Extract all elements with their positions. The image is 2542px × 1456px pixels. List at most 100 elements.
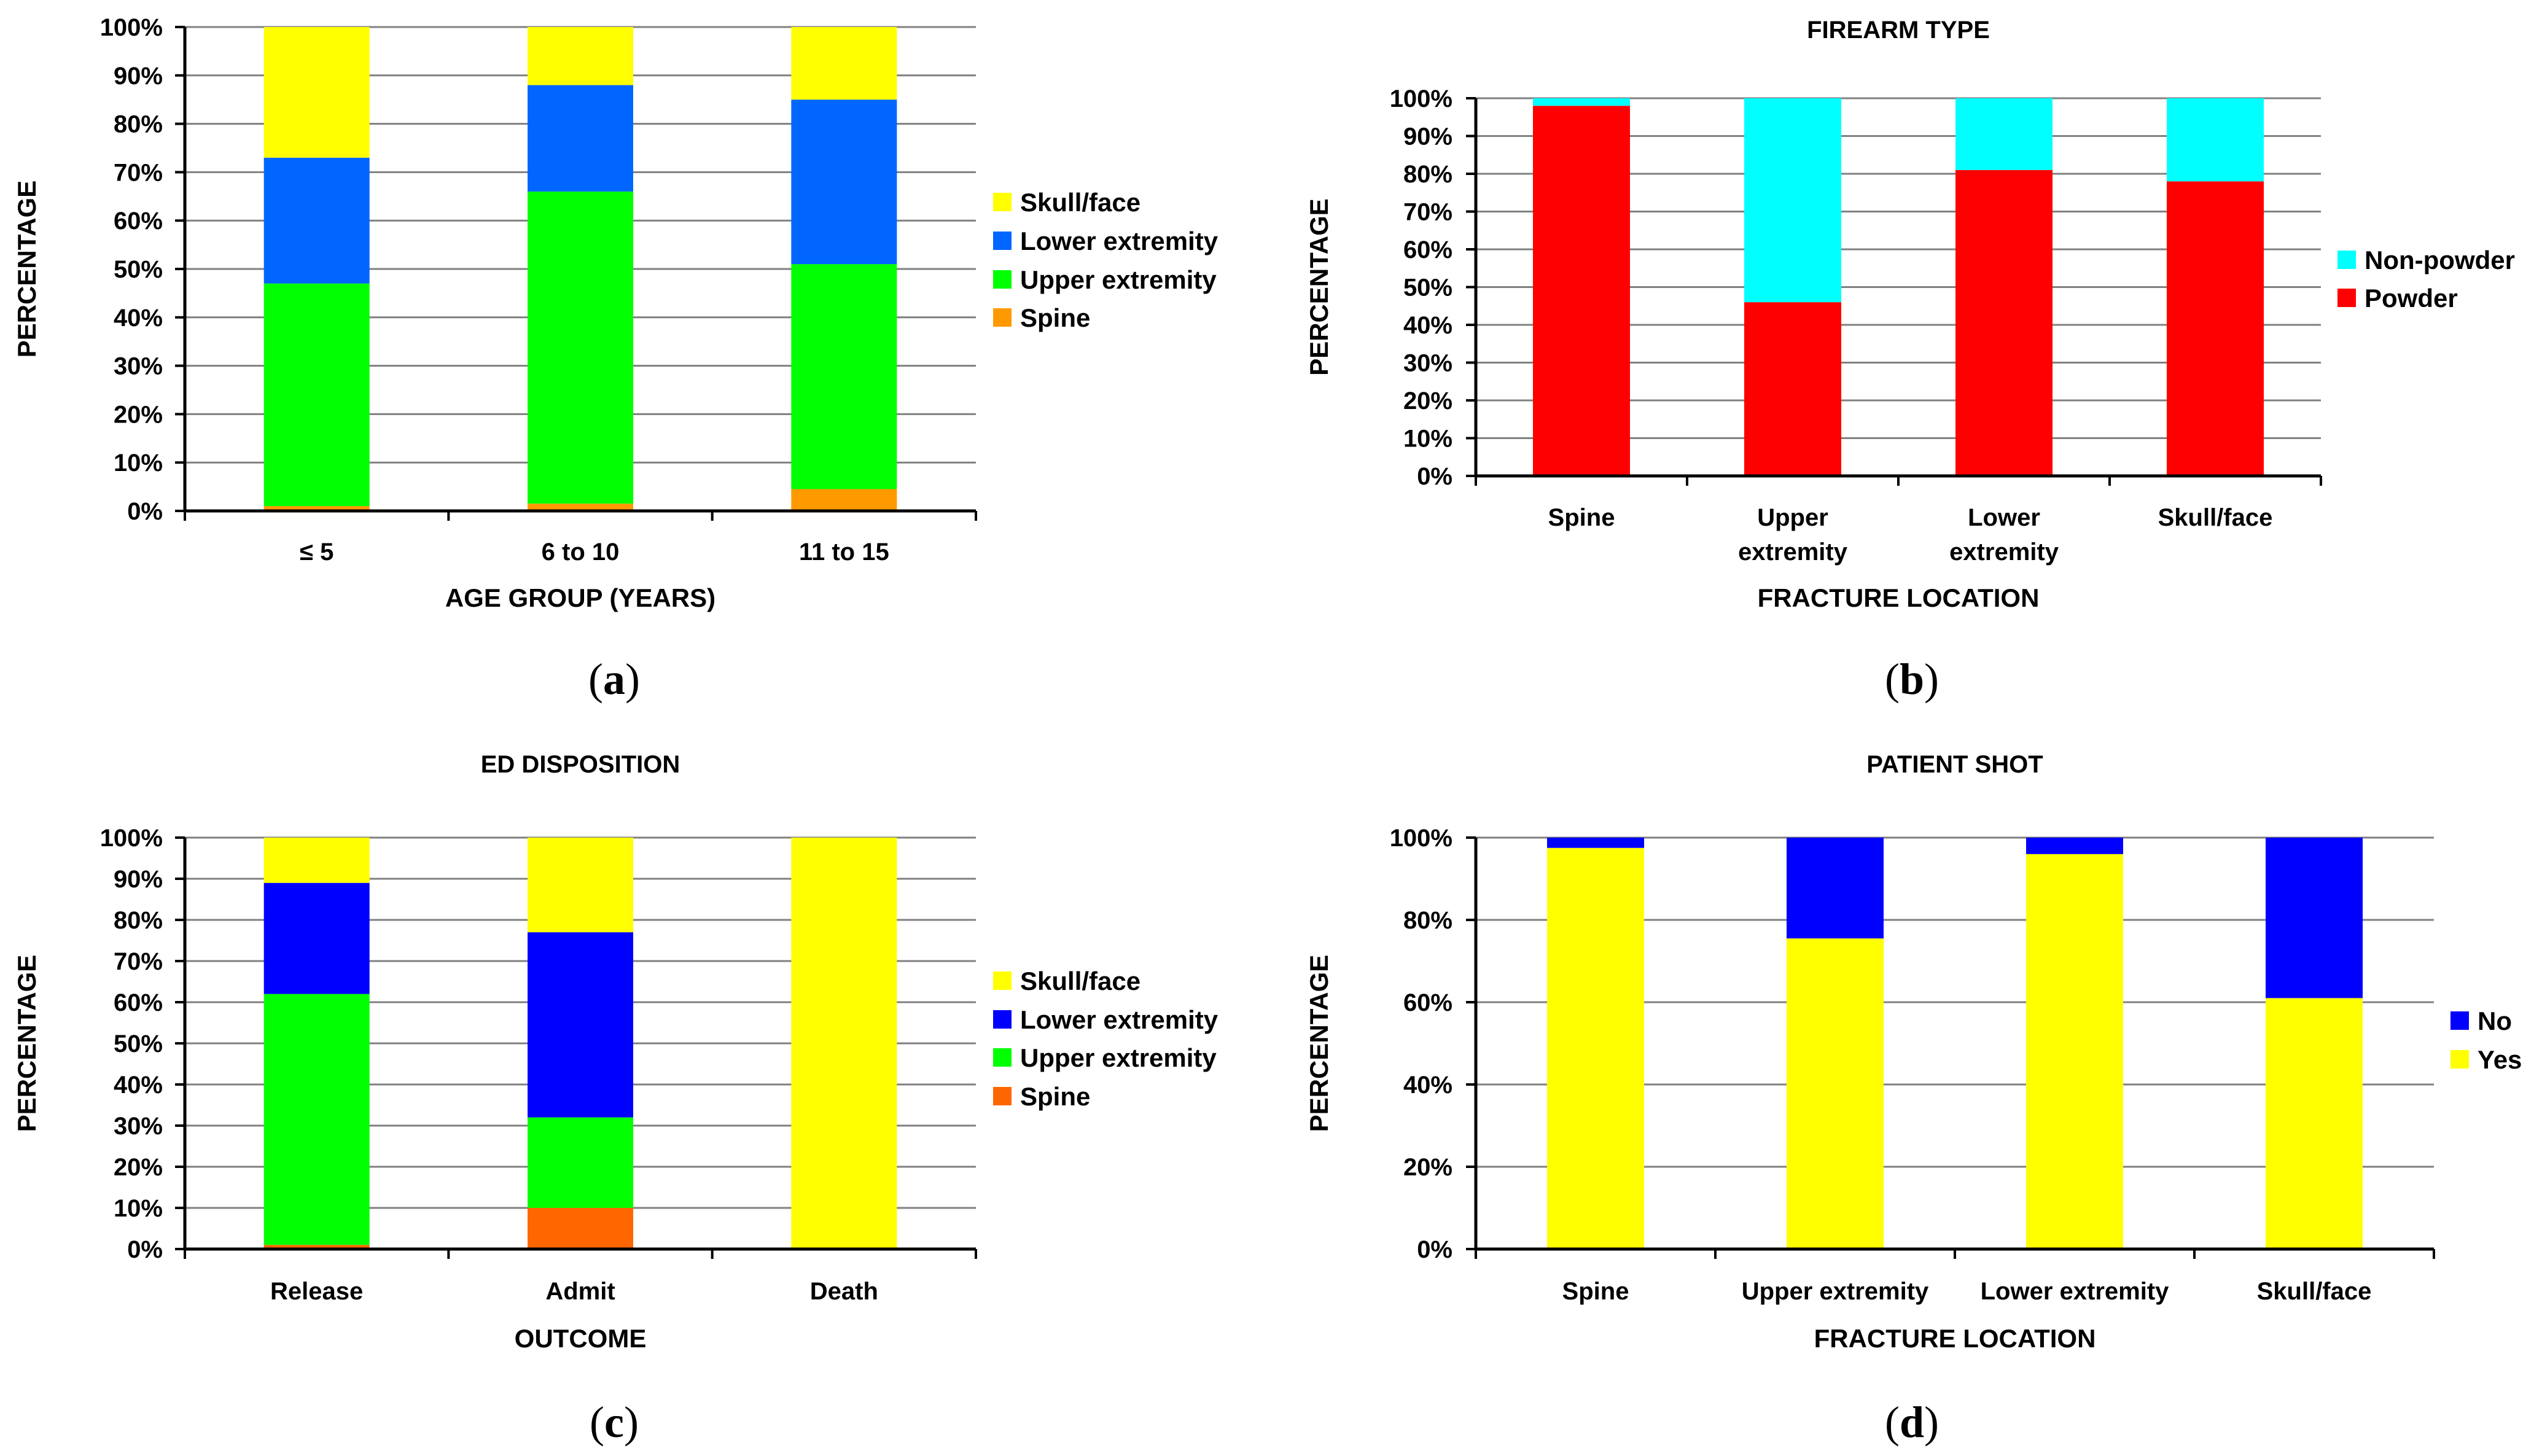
y-tick-label: 70% (1403, 199, 1452, 226)
legend-swatch (993, 232, 1012, 250)
x-tick-label: extremity (1738, 539, 1848, 566)
legend-swatch (993, 270, 1012, 289)
bar-no-3 (2266, 838, 2363, 999)
chart-c: 0% 10% 20% 30% 40% 50% 60% 70% 80% 90% 100% Release… (12, 751, 1218, 1447)
x-tick-label: Skull/face (2257, 1278, 2372, 1305)
y-tick-label: 90% (114, 866, 163, 893)
y-tick-label: 40% (114, 305, 163, 332)
legend-label: Upper extremity (1020, 1043, 1217, 1072)
y-tick-label: 30% (1403, 350, 1452, 377)
legend-label: Lower extremity (1020, 227, 1218, 255)
y-tick-label: 40% (1403, 312, 1452, 339)
x-tick-label: Release (270, 1278, 363, 1305)
legend-swatch (993, 308, 1012, 327)
x-tick-label: Skull/face (2158, 504, 2273, 531)
y-axis-label: PERCENTAGE (12, 181, 41, 358)
y-tick-label: 60% (1403, 236, 1452, 263)
panel-caption: (c) (590, 1398, 639, 1447)
legend-label: Powder (2365, 284, 2458, 313)
bar-non-powder-2 (1955, 98, 2053, 170)
bar-lower-extremity-0 (263, 157, 370, 284)
x-tick-label: Lower (1968, 504, 2040, 531)
y-tick-label: 0% (1417, 1236, 1452, 1263)
legend-label: Skull/face (1020, 967, 1140, 995)
y-tick-label: 100% (1390, 85, 1452, 112)
y-tick-label: 50% (114, 256, 163, 283)
x-tick-label: Admit (545, 1278, 615, 1305)
x-tick-label: Upper extremity (1742, 1278, 1929, 1305)
bar-no-0 (1547, 838, 1644, 848)
chart-title: FIREARM TYPE (1807, 17, 1990, 44)
x-tick-label: ≤ 5 (300, 539, 333, 566)
panel-caption: (a) (588, 655, 640, 704)
legend-label: No (2478, 1006, 2512, 1035)
bar-spine-0 (263, 506, 370, 511)
y-tick-label: 30% (114, 353, 163, 380)
bar-spine-1 (528, 1208, 633, 1249)
y-tick-label: 80% (1403, 907, 1452, 934)
y-tick-label: 20% (114, 401, 163, 428)
chart-title: PATIENT SHOT (1866, 751, 2043, 778)
x-tick-label: Lower extremity (1981, 1278, 2170, 1305)
y-tick-label: 90% (114, 63, 163, 90)
y-tick-label: 40% (1403, 1072, 1452, 1099)
x-tick-label: Spine (1562, 1278, 1629, 1305)
bar-skull-face-2 (791, 838, 897, 1249)
bar-upper-extremity-2 (791, 264, 897, 489)
bar-spine-2 (791, 489, 897, 511)
x-tick-label: extremity (1949, 539, 2059, 566)
y-tick-label: 90% (1403, 123, 1452, 150)
legend-label: Spine (1020, 1082, 1090, 1111)
y-tick-label: 70% (114, 948, 163, 975)
y-tick-label: 80% (114, 907, 163, 934)
y-tick-label: 60% (1403, 989, 1452, 1016)
x-tick-label: Upper (1757, 504, 1828, 531)
x-axis-label: AGE GROUP (YEARS) (445, 583, 715, 612)
y-axis-label: PERCENTAGE (12, 955, 41, 1132)
bar-yes-3 (2266, 998, 2363, 1249)
y-tick-label: 0% (127, 1236, 163, 1263)
x-tick-label: 11 to 15 (799, 539, 889, 566)
y-tick-label: 70% (114, 159, 163, 186)
legend-swatch (993, 1048, 1012, 1067)
bar-lower-extremity-2 (791, 99, 897, 265)
y-tick-label: 20% (1403, 387, 1452, 415)
x-tick-label: Death (810, 1278, 878, 1305)
panel-caption: (b) (1885, 655, 1939, 704)
legend-label: Lower extremity (1020, 1005, 1218, 1034)
y-tick-label: 40% (114, 1072, 163, 1099)
y-tick-label: 0% (1417, 463, 1452, 490)
y-tick-label: 30% (114, 1113, 163, 1140)
bar-powder-0 (1533, 106, 1630, 477)
y-tick-label: 100% (100, 14, 163, 41)
y-tick-label: 80% (114, 111, 163, 138)
legend-swatch (993, 1010, 1012, 1029)
y-tick-label: 20% (1403, 1154, 1452, 1181)
x-tick-label: Spine (1548, 504, 1615, 531)
y-tick-label: 20% (114, 1154, 163, 1181)
y-axis-label: PERCENTAGE (1304, 955, 1333, 1132)
y-tick-label: 60% (114, 208, 163, 235)
legend-label: Skull/face (1020, 188, 1140, 217)
legend-swatch (993, 971, 1012, 990)
bar-powder-3 (2167, 181, 2264, 476)
legend-label: Yes (2478, 1045, 2522, 1074)
bar-lower-extremity-1 (528, 85, 633, 192)
y-tick-label: 100% (100, 825, 163, 852)
bar-skull-face-0 (263, 838, 370, 883)
y-tick-label: 10% (114, 1195, 163, 1222)
bar-upper-extremity-1 (528, 191, 633, 504)
bar-yes-1 (1787, 938, 1884, 1249)
legend-swatch (2337, 289, 2356, 307)
bar-yes-2 (2026, 854, 2123, 1249)
legend-swatch (2337, 251, 2356, 269)
bar-no-2 (2026, 838, 2123, 854)
bar-spine-0 (263, 1245, 370, 1249)
bar-non-powder-0 (1533, 98, 1630, 106)
x-tick-label: 6 to 10 (542, 539, 620, 566)
bar-skull-face-0 (263, 27, 370, 158)
x-axis-label: OUTCOME (515, 1324, 647, 1353)
bar-non-powder-1 (1744, 98, 1841, 303)
bar-powder-2 (1955, 169, 2053, 476)
